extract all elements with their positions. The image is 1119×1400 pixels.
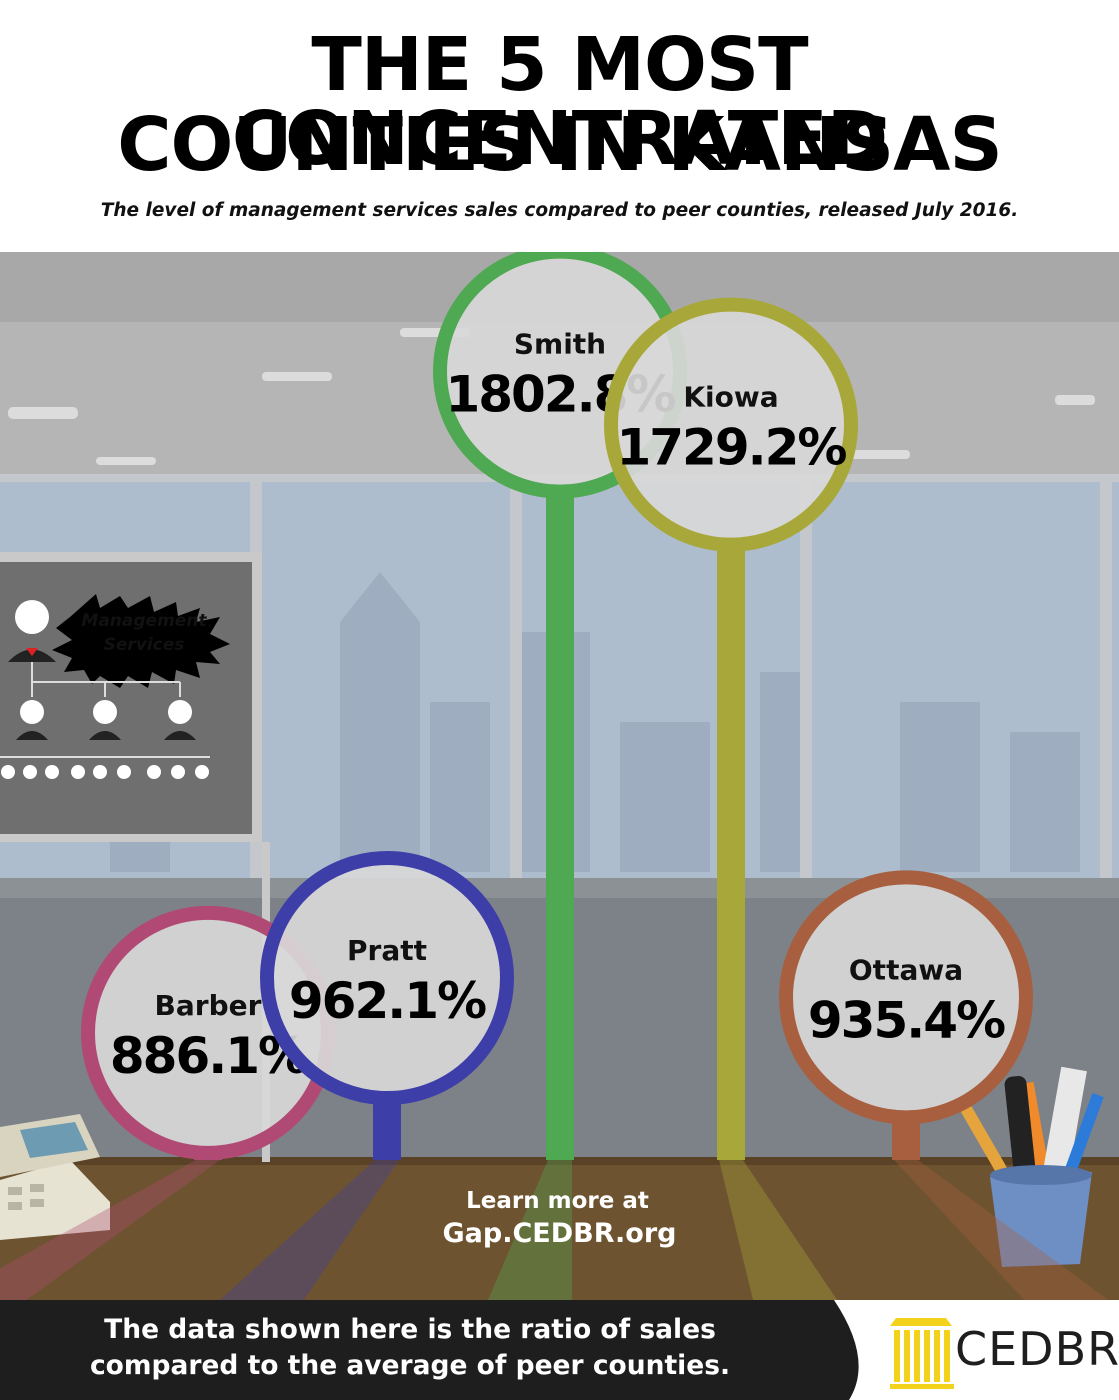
pin-stem-smith [546, 491, 574, 1160]
county-label-kiowa: Kiowa [683, 381, 778, 414]
desk-edge [0, 1157, 1119, 1165]
pillar-icon [890, 1318, 954, 1389]
pin-circle-pratt [260, 851, 514, 1106]
value-label-ottawa: 935.4% [808, 991, 1005, 1049]
logo-area [834, 1300, 1119, 1400]
pin-shadow-ottawa [894, 1160, 1109, 1300]
pin-circle-kiowa [604, 297, 858, 552]
logo-text: CEDBR [955, 1322, 1119, 1376]
pin-stem-pratt [373, 1098, 401, 1160]
subtitle: The level of management services sales c… [100, 200, 1019, 221]
county-label-ottawa: Ottawa [849, 953, 963, 986]
footnote: The data shown here is the ratio of sale… [0, 1312, 820, 1384]
learn-more-link[interactable]: Gap.CEDBR.org [442, 1218, 677, 1249]
sign-line-2: Services [104, 635, 185, 655]
pin-shadow-smith [488, 1160, 572, 1300]
pencil-cup [960, 1066, 1104, 1267]
desk [0, 1157, 1119, 1300]
learn-more-label: Learn more at [466, 1188, 649, 1214]
title-line-2: COUNTIES IN KANSAS [117, 102, 1003, 188]
pin-shadow-kiowa [719, 1160, 838, 1300]
desk-phone [0, 1114, 110, 1240]
county-label-smith: Smith [514, 328, 606, 361]
value-label-pratt: 962.1% [289, 972, 486, 1030]
pin-stem-kiowa [717, 544, 745, 1160]
title-line-1: THE 5 MOST CONCENTRATED [231, 22, 888, 182]
value-label-kiowa: 1729.2% [616, 419, 846, 477]
county-label-barber: Barber [155, 989, 262, 1022]
org-chart-board: Management Services [0, 552, 270, 1162]
pin-circle-ottawa [779, 870, 1033, 1125]
footnote-line-1: The data shown here is the ratio of sale… [104, 1314, 716, 1345]
county-label-pratt: Pratt [347, 934, 427, 967]
footnote-line-2: compared to the average of peer counties… [89, 1350, 731, 1381]
sign-line-1: Management [81, 611, 207, 631]
office-scene: Management Services [0, 252, 1119, 1300]
pin-stem-ottawa [892, 1117, 920, 1160]
person-icon [8, 600, 56, 662]
pin-shadow-pratt [219, 1160, 399, 1300]
pin-shadow-barber [0, 1160, 220, 1300]
